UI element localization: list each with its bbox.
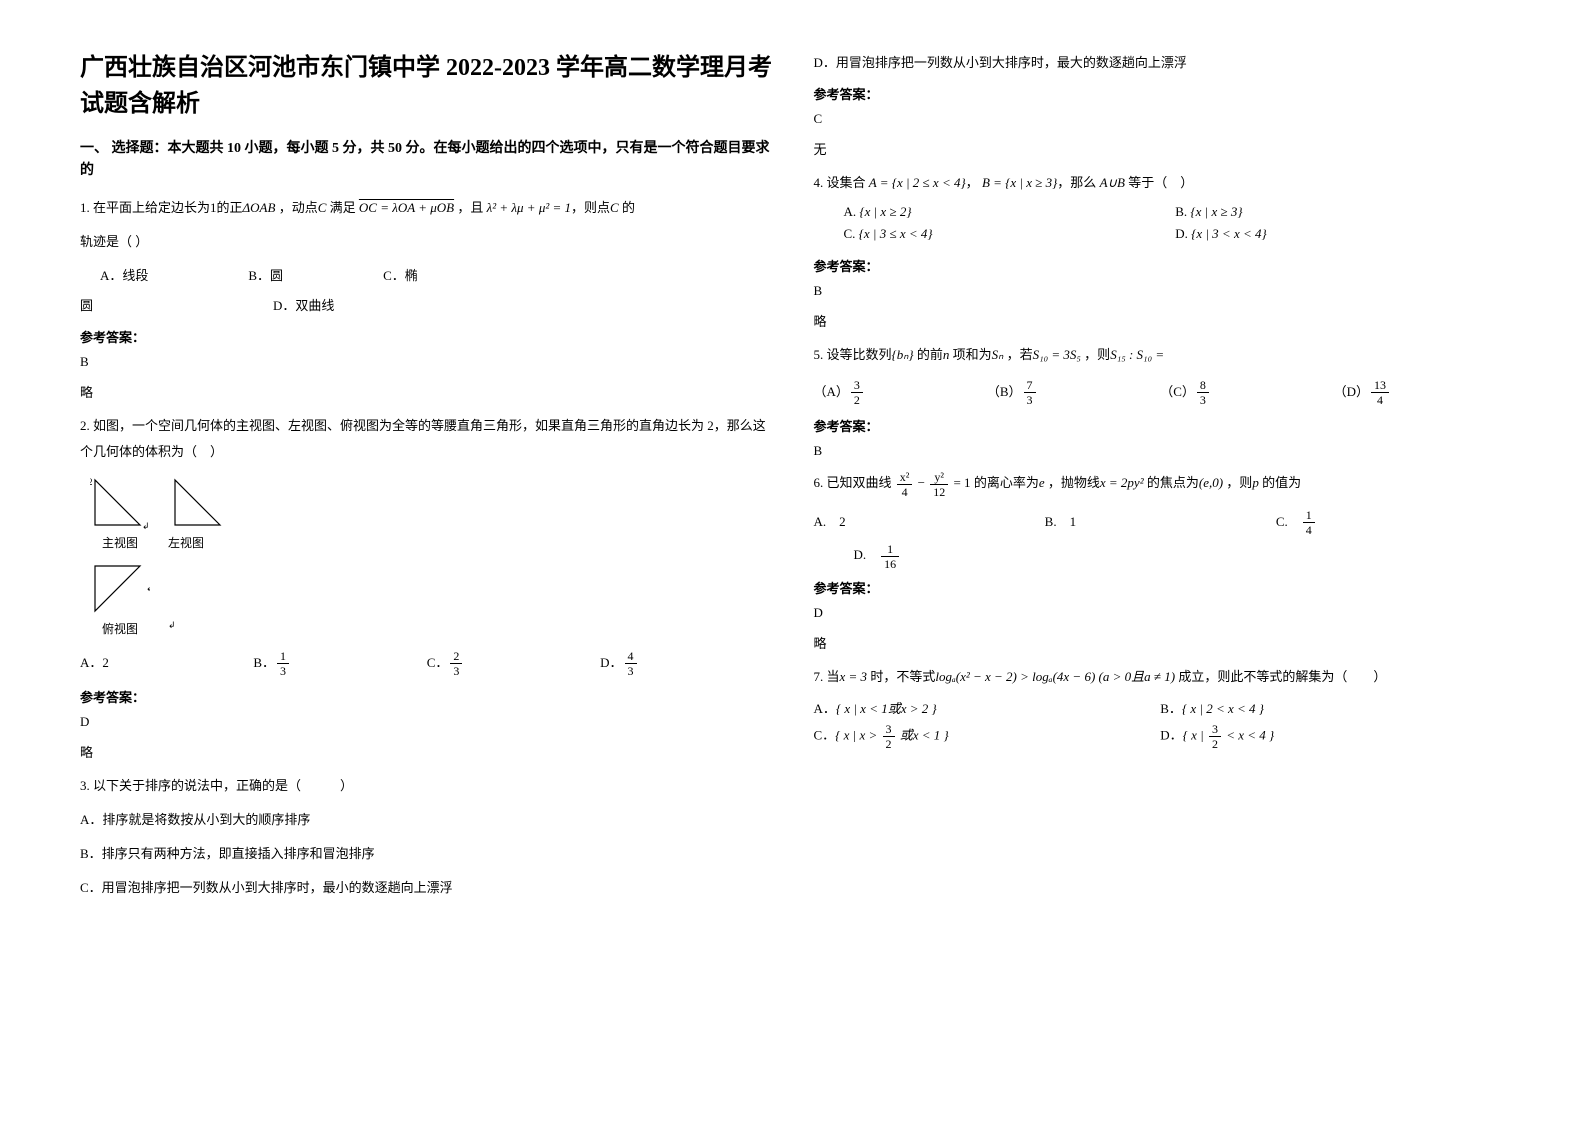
q1-optC2: 圆: [80, 293, 93, 319]
q5-ratio: S₁₅ : S₁₀ =: [1110, 347, 1164, 362]
q1-optB: B．圆: [248, 263, 283, 289]
q6-optB: B. 1: [1045, 506, 1276, 539]
svg-text:2: 2: [90, 477, 93, 487]
q2-optD: D．43: [600, 647, 773, 680]
q6-focus: (e,0): [1199, 475, 1223, 490]
q1-triangle: ΔOAB: [243, 200, 276, 215]
q1-optD: D．双曲线: [273, 293, 334, 319]
q1-text: 满足: [326, 200, 355, 215]
q2-answer: D: [80, 710, 774, 733]
q3-answer: C: [814, 107, 1508, 130]
q3-optA: A．排序就是将数按从小到大的顺序排序: [80, 807, 774, 833]
question-2: 2. 如图，一个空间几何体的主视图、左视图、俯视图为全等的等腰直角三角形，如果直…: [80, 413, 774, 465]
left-view-label: 左视图: [168, 534, 204, 551]
main-view-icon: 2↲: [90, 475, 150, 530]
q1-optA: A．线段: [100, 263, 148, 289]
q6-hyp-t2: y²12: [930, 471, 948, 498]
answer-label: 参考答案：: [814, 578, 1508, 597]
question-4: 4. 设集合 A = {x | 2 ≤ x < 4}， B = {x | x ≥…: [814, 170, 1508, 196]
q5-optB: （B）73: [987, 376, 1160, 409]
q6-brief: 略: [814, 632, 1508, 655]
q4-optD: D. {x | 3 < x < 4}: [1175, 226, 1507, 242]
q5-optA: （A）32: [814, 376, 987, 409]
main-view-label: 主视图: [102, 534, 138, 551]
q1-text: 1. 在平面上给定边长为: [80, 200, 210, 215]
q7-optC: C．{ x | x > 32 或x < 1 }: [814, 723, 1161, 750]
q4-text: 4. 设集合: [814, 175, 866, 190]
svg-text:↲: ↲: [146, 583, 150, 593]
q2-optA: A．2: [80, 647, 253, 680]
answer-label: 参考答案：: [814, 256, 1508, 275]
q7-optD: D．{ x | 32 < x < 4 }: [1160, 723, 1507, 750]
q1-tail: 轨迹是（ ）: [80, 229, 774, 255]
q6-answer: D: [814, 601, 1508, 624]
q2-brief: 略: [80, 741, 774, 764]
svg-text:↲: ↲: [142, 521, 150, 530]
top-view-label: 俯视图: [102, 620, 138, 637]
q6-optC: C. 14: [1276, 506, 1507, 539]
q5-optD: （D）134: [1334, 376, 1507, 409]
q5-cond: S₁₀ = 3S₅: [1033, 347, 1081, 362]
q4-brief: 略: [814, 310, 1508, 333]
left-view-icon: [170, 475, 230, 530]
answer-label: 参考答案：: [80, 327, 774, 346]
question-1: 1. 在平面上给定边长为1的正ΔOAB ，动点C 满足 OC = λOA + μ…: [80, 195, 774, 221]
q6-p: p: [1252, 475, 1259, 490]
answer-label: 参考答案：: [80, 687, 774, 706]
question-5: 5. 设等比数列{bₙ} 的前n 项和为Sₙ ，若S₁₀ = 3S₅ ，则S₁₅…: [814, 342, 1508, 368]
q1-answer: B: [80, 350, 774, 373]
q4-setA: A = {x | 2 ≤ x < 4}: [869, 175, 966, 190]
q3-optD: D．用冒泡排序把一列数从小到大排序时，最大的数逐趟向上漂浮: [814, 50, 1508, 76]
q2-optC: C．23: [427, 647, 600, 680]
q6-optD: D. 116: [854, 547, 902, 562]
section-header: 一、 选择题：本大题共 10 小题，每小题 5 分，共 50 分。在每小题给出的…: [80, 138, 774, 183]
q3-brief: 无: [814, 138, 1508, 161]
q1-text: ，则点: [571, 200, 610, 215]
q4-setB: B = {x | x ≥ 3}: [982, 175, 1057, 190]
q7-optA: A．{ x | x < 1或x > 2 }: [814, 698, 1161, 717]
q5-seq: {bₙ}: [892, 347, 914, 362]
top-view-icon: ↲: [90, 561, 150, 616]
q4-answer: B: [814, 279, 1508, 302]
q3-optB: B．排序只有两种方法，即直接插入排序和冒泡排序: [80, 841, 774, 867]
q1-constraint: λ² + λμ + μ² = 1: [487, 200, 571, 215]
q5-n: n: [943, 347, 950, 362]
q7-optB: B．{ x | 2 < x < 4 }: [1160, 698, 1507, 717]
q1-brief: 略: [80, 381, 774, 404]
q4-union: A∪B: [1100, 175, 1125, 190]
q5-answer: B: [814, 439, 1508, 462]
q2-diagram: 2↲ 主视图 左视图 ↲ 俯视图 ↲: [90, 475, 774, 637]
answer-label: 参考答案：: [814, 416, 1508, 435]
q4-optA: A. {x | x ≥ 2}: [844, 204, 1176, 220]
question-6: 6. 已知双曲线 x²4 − y²12 = 1 的离心率为e ，抛物线x = 2…: [814, 470, 1508, 498]
q6-optA: A. 2: [814, 506, 1045, 539]
q3-optC: C．用冒泡排序把一列数从小到大排序时，最小的数逐趟向上漂浮: [80, 875, 774, 901]
q1-text: ，且: [457, 200, 483, 215]
q6-hyp-t1: x²4: [897, 471, 913, 498]
q1-C2: C: [610, 200, 619, 215]
q1-vector-eq: OC = λOA + μOB: [359, 200, 454, 215]
q6-parabola: x = 2py²: [1100, 475, 1144, 490]
exam-title: 广西壮族自治区河池市东门镇中学 2022-2023 学年高二数学理月考试题含解析: [80, 50, 774, 122]
q7-ineq: logₐ(x² − x − 2) > logₐ(4x − 6) (a > 0且a…: [935, 669, 1175, 684]
q4-optC: C. {x | 3 ≤ x < 4}: [844, 226, 1176, 242]
q1-text: ，动点: [279, 200, 318, 215]
answer-label: 参考答案：: [814, 84, 1508, 103]
q6-e: e: [1039, 475, 1045, 490]
q5-Sn: Sₙ: [992, 347, 1004, 362]
q2-optB: B．13: [253, 647, 426, 680]
q1-text: 的: [619, 200, 635, 215]
question-7: 7. 当x = 3 时，不等式logₐ(x² − x − 2) > logₐ(4…: [814, 664, 1508, 690]
q5-optC: （C）83: [1160, 376, 1333, 409]
q1-text: 的正: [217, 200, 243, 215]
q7-x3: x = 3: [840, 669, 868, 684]
q1-optC: C．椭: [383, 263, 418, 289]
question-3: 3. 以下关于排序的说法中，正确的是（ ）: [80, 773, 774, 799]
q4-optB: B. {x | x ≥ 3}: [1175, 204, 1507, 220]
